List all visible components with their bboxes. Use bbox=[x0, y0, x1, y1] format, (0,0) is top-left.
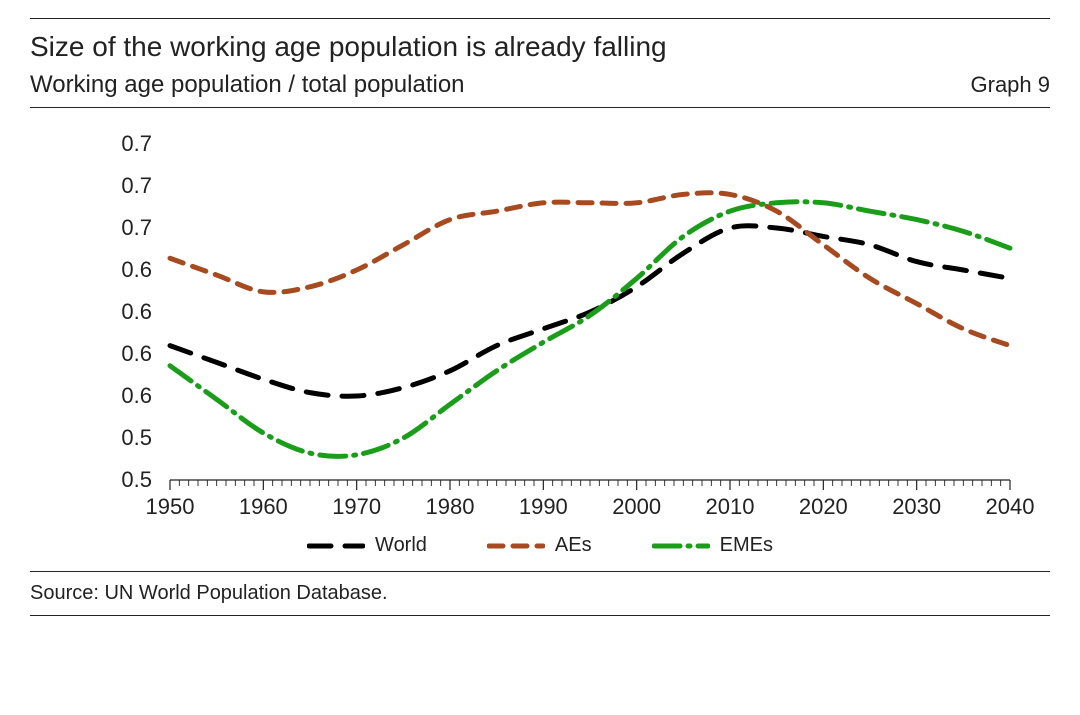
x-tick-label: 1950 bbox=[146, 494, 195, 519]
y-tick-label: 0.6 bbox=[121, 299, 152, 324]
x-tick-label: 2020 bbox=[799, 494, 848, 519]
subtitle-row: Working age population / total populatio… bbox=[30, 69, 1050, 107]
series-line-emes bbox=[170, 202, 1010, 457]
legend-item-aes: AEs bbox=[487, 534, 592, 557]
x-tick-label: 2000 bbox=[612, 494, 661, 519]
y-tick-label: 0.6 bbox=[121, 383, 152, 408]
legend-item-emes: EMEs bbox=[652, 534, 773, 557]
x-tick-label: 1970 bbox=[332, 494, 381, 519]
line-chart-svg: 0.5 0.5 0.6 0.6 0.6 0.6 0.7 0.7 0.7 1950 1960 1970 1… bbox=[40, 126, 1040, 526]
chart-legend: World AEs EMEs bbox=[30, 530, 1050, 571]
y-tick-label: 0.7 bbox=[121, 173, 152, 198]
graph-number-label: Graph 9 bbox=[971, 72, 1051, 98]
legend-label: AEs bbox=[555, 534, 592, 557]
legend-swatch-icon bbox=[487, 539, 545, 553]
legend-label: World bbox=[375, 534, 427, 557]
legend-swatch-icon bbox=[652, 539, 710, 553]
legend-swatch-icon bbox=[307, 539, 365, 553]
legend-label: EMEs bbox=[720, 534, 773, 557]
y-tick-label: 0.6 bbox=[121, 257, 152, 282]
x-tick-label: 2030 bbox=[892, 494, 941, 519]
chart-subtitle: Working age population / total populatio… bbox=[30, 71, 465, 99]
y-tick-label: 0.5 bbox=[121, 467, 152, 492]
chart-plot-area: 0.5 0.5 0.6 0.6 0.6 0.6 0.7 0.7 0.7 1950 1960 1970 1… bbox=[40, 126, 1040, 526]
chart-source: Source: UN World Population Database. bbox=[30, 572, 1050, 615]
chart-container: Size of the working age population is al… bbox=[0, 0, 1080, 620]
legend-item-world: World bbox=[307, 534, 427, 557]
bottom-rule bbox=[30, 615, 1050, 616]
y-tick-label: 0.7 bbox=[121, 215, 152, 240]
subtitle-rule bbox=[30, 107, 1050, 108]
y-tick-label: 0.5 bbox=[121, 425, 152, 450]
x-tick-label: 1990 bbox=[519, 494, 568, 519]
series-line-world bbox=[170, 226, 1010, 396]
y-tick-label: 0.7 bbox=[121, 131, 152, 156]
x-tick-label: 2040 bbox=[986, 494, 1035, 519]
x-tick-label: 1980 bbox=[426, 494, 475, 519]
chart-title: Size of the working age population is al… bbox=[30, 19, 1050, 69]
x-tick-label: 1960 bbox=[239, 494, 288, 519]
y-tick-label: 0.6 bbox=[121, 341, 152, 366]
x-tick-label: 2010 bbox=[706, 494, 755, 519]
